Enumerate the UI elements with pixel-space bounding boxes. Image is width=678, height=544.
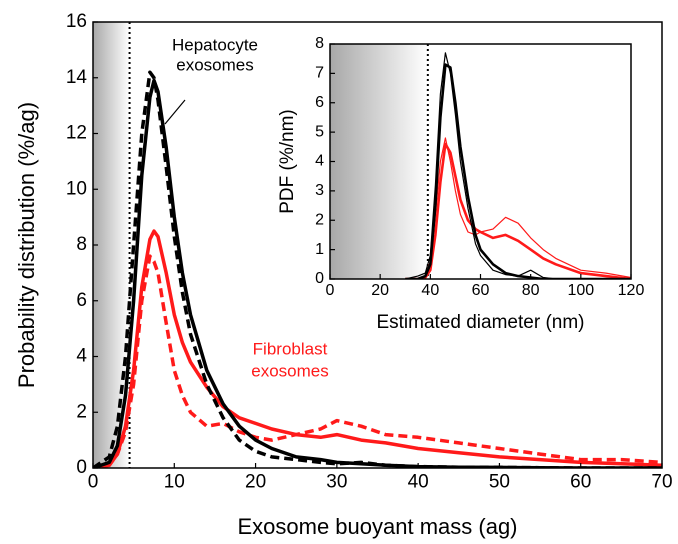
x-tick-label: 40	[408, 471, 429, 492]
y-tick-label: 10	[66, 178, 87, 199]
y-tick-label: 8	[76, 234, 87, 255]
y-axis-label: PDF (%/nm)	[277, 109, 298, 214]
annotation: Hepatocyte	[172, 35, 258, 54]
x-tick-label: 10	[164, 471, 185, 492]
y-tick-label: 4	[76, 346, 87, 367]
annotation: exosomes	[251, 361, 328, 380]
y-tick-label: 3	[315, 182, 324, 199]
y-tick-label: 6	[76, 290, 87, 311]
y-tick-label: 16	[66, 11, 87, 32]
y-tick-label: 0	[315, 270, 324, 287]
x-tick-label: 60	[472, 282, 490, 299]
y-tick-label: 2	[76, 401, 87, 422]
x-tick-label: 70	[651, 471, 672, 492]
y-tick-label: 4	[315, 153, 324, 170]
y-tick-label: 14	[66, 67, 88, 88]
y-tick-label: 5	[315, 123, 324, 140]
x-tick-label: 60	[570, 471, 591, 492]
y-axis-label: Probability distribution (%/ag)	[14, 102, 39, 388]
x-tick-label: 40	[421, 282, 439, 299]
data-line	[93, 70, 662, 468]
y-tick-label: 12	[66, 123, 87, 144]
annotation: Fibroblast	[253, 339, 328, 358]
x-tick-label: 30	[326, 471, 347, 492]
data-line	[93, 78, 662, 468]
annotation: exosomes	[176, 55, 253, 74]
x-tick-label: 20	[245, 471, 266, 492]
x-tick-label: 50	[489, 471, 510, 492]
x-tick-label: 20	[371, 282, 389, 299]
y-tick-label: 7	[315, 65, 324, 82]
y-tick-label: 1	[315, 241, 324, 258]
excluded-region	[330, 44, 428, 279]
x-tick-label: 0	[88, 471, 99, 492]
excluded-region	[93, 22, 130, 468]
annotation-pointer	[164, 99, 186, 125]
x-tick-label: 120	[618, 282, 645, 299]
x-axis-label: Exosome buoyant mass (ag)	[237, 514, 517, 539]
y-tick-label: 2	[315, 211, 324, 228]
x-tick-label: 100	[567, 282, 594, 299]
x-tick-label: 0	[326, 282, 335, 299]
x-tick-label: 80	[522, 282, 540, 299]
y-tick-label: 0	[76, 457, 87, 478]
x-axis-label: Estimated diameter (nm)	[376, 312, 584, 333]
data-line	[405, 63, 631, 279]
y-tick-label: 8	[315, 35, 324, 52]
y-tick-label: 6	[315, 94, 324, 111]
